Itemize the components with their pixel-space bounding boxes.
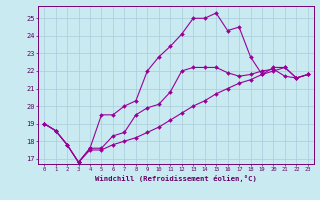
X-axis label: Windchill (Refroidissement éolien,°C): Windchill (Refroidissement éolien,°C) — [95, 175, 257, 182]
